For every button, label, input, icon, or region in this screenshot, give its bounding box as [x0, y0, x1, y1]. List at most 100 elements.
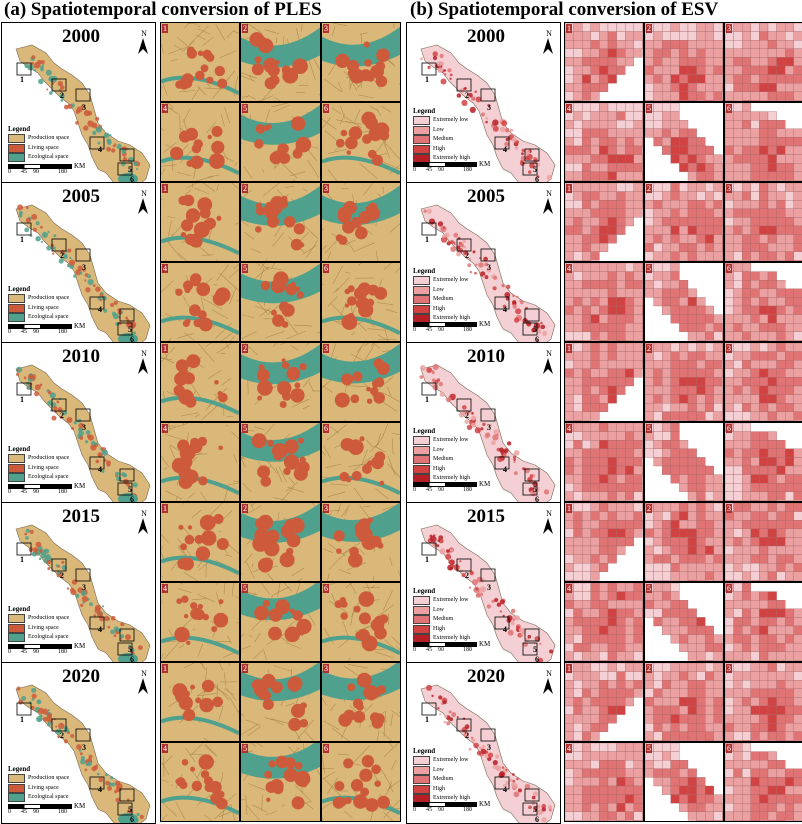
- esv-inset-3: 3: [724, 662, 802, 742]
- ples-inset-1: 1: [160, 22, 240, 102]
- esv-inset-grid: [565, 663, 643, 741]
- legend-heading: Legend: [8, 605, 31, 613]
- inset-marker-6: 6: [130, 335, 134, 344]
- legend-swatch: [413, 605, 430, 615]
- esv-inset-grid: [565, 743, 643, 821]
- legend-swatch: [8, 614, 25, 624]
- north-label: N: [546, 29, 552, 38]
- legend-item-label: Extremely low: [433, 117, 469, 124]
- legend-item: Low: [413, 765, 470, 776]
- esv-inset-3: 3: [724, 502, 802, 582]
- legend-item: High: [413, 464, 470, 475]
- legend-item-label: Extremely low: [433, 597, 469, 604]
- legend-item-label: High: [433, 145, 445, 152]
- legend-item-label: Ecological space: [28, 794, 69, 801]
- ples-inset-map: [161, 423, 239, 501]
- inset-marker-1: 1: [425, 75, 429, 84]
- legend-heading: Legend: [413, 427, 436, 435]
- scale-unit: KM: [479, 800, 491, 808]
- ples-inset-map: [322, 503, 400, 581]
- ples-province-map: [15, 684, 151, 823]
- inset-number: 3: [323, 344, 329, 353]
- legend-item: Medium: [413, 455, 470, 465]
- inset-number: 5: [646, 744, 652, 753]
- esv-inset-grid: [645, 263, 723, 341]
- esv-inset-grid: [725, 183, 802, 261]
- ples-inset-map: [241, 23, 320, 101]
- esv-inset-grid: [645, 583, 723, 661]
- north-arrow-icon: [543, 358, 553, 374]
- inset-marker-4: 4: [503, 625, 507, 634]
- inset-marker-4: 4: [503, 305, 507, 314]
- legend-item-label: Medium: [433, 776, 454, 783]
- ples-inset-5: 5: [240, 742, 321, 822]
- legend-item: High: [413, 784, 470, 795]
- esv-inset-6: 6: [724, 102, 802, 182]
- legend-item: Low: [413, 125, 470, 136]
- scale-bar: KM 0 45 90 180: [413, 800, 513, 815]
- legend-item: Production space: [8, 134, 69, 144]
- legend-swatch: [413, 276, 430, 286]
- scale-tick-label: 0: [8, 169, 11, 175]
- inset-number: 6: [726, 424, 732, 433]
- inset-number: 5: [242, 264, 248, 273]
- inset-marker-2: 2: [60, 731, 64, 740]
- legend-swatch: [413, 775, 430, 785]
- scale-bar: KM 0 45 90 180: [413, 640, 513, 655]
- esv-province-map: [420, 524, 556, 663]
- map-legend: Legend Extremely low Low Medium High Extremel…: [413, 107, 470, 164]
- ples-inset-1: 1: [160, 182, 240, 262]
- scale-ticks: 0 45 90 180: [413, 487, 513, 495]
- inset-number: 3: [726, 184, 732, 193]
- scale-tick-label: 90: [438, 327, 444, 333]
- inset-number: 5: [646, 424, 652, 433]
- ples-inset-2: 2: [240, 342, 321, 422]
- legend-swatch: [413, 116, 430, 126]
- map-legend: Legend Production space Living space Ecolog…: [8, 445, 69, 483]
- legend-item: Ecological space: [8, 633, 69, 643]
- legend-item-label: Ecological space: [28, 314, 69, 321]
- inset-number: 2: [242, 504, 248, 513]
- scale-bar: KM 0 45 90 180: [8, 162, 108, 177]
- legend-swatch: [413, 445, 430, 455]
- legend-item: Production space: [8, 774, 69, 784]
- legend-swatch: [8, 153, 25, 163]
- legend-swatch: [413, 436, 430, 446]
- scale-tick-label: 90: [438, 647, 444, 653]
- ples-inset-3: 3: [321, 22, 401, 102]
- esv-inset-grid: [645, 343, 723, 421]
- inset-number: 1: [162, 504, 168, 513]
- legend-swatch: [413, 615, 430, 625]
- legend-item-label: Ecological space: [28, 634, 69, 641]
- inset-number: 5: [646, 104, 652, 113]
- ples-inset-2: 2: [240, 22, 321, 102]
- legend-item-label: High: [433, 785, 445, 792]
- north-label: N: [141, 509, 147, 518]
- inset-marker-6: 6: [535, 335, 539, 344]
- scale-bar-graphic: [8, 644, 72, 649]
- year-row: 1 2 3 4 5 6 2015 N Legend Production space Living …: [0, 502, 802, 664]
- ples-inset-5: 5: [240, 262, 321, 342]
- inset-number: 4: [162, 264, 168, 273]
- legend-item: Production space: [8, 454, 69, 464]
- scale-tick-label: 0: [8, 809, 11, 815]
- legend-item-label: Living space: [28, 144, 59, 151]
- inset-marker-6: 6: [130, 815, 134, 824]
- legend-swatch: [8, 473, 25, 483]
- ples-inset-map: [161, 743, 239, 821]
- north-arrow: N: [542, 349, 556, 374]
- ples-inset-map: [322, 23, 400, 101]
- legend-item: Low: [413, 605, 470, 616]
- scale-tick-label: 45: [426, 807, 432, 813]
- legend-heading: Legend: [8, 445, 31, 453]
- ples-province-map: [15, 524, 151, 663]
- esv-inset-2: 2: [644, 22, 724, 102]
- north-label: N: [546, 669, 552, 678]
- legend-item: Living space: [8, 463, 69, 474]
- legend-swatch: [413, 784, 430, 794]
- legend-item-label: Extremely low: [433, 277, 469, 284]
- inset-number: 5: [646, 264, 652, 273]
- inset-marker-5: 5: [128, 485, 132, 494]
- inset-marker-3: 3: [487, 263, 491, 272]
- esv-inset-grid: [565, 343, 643, 421]
